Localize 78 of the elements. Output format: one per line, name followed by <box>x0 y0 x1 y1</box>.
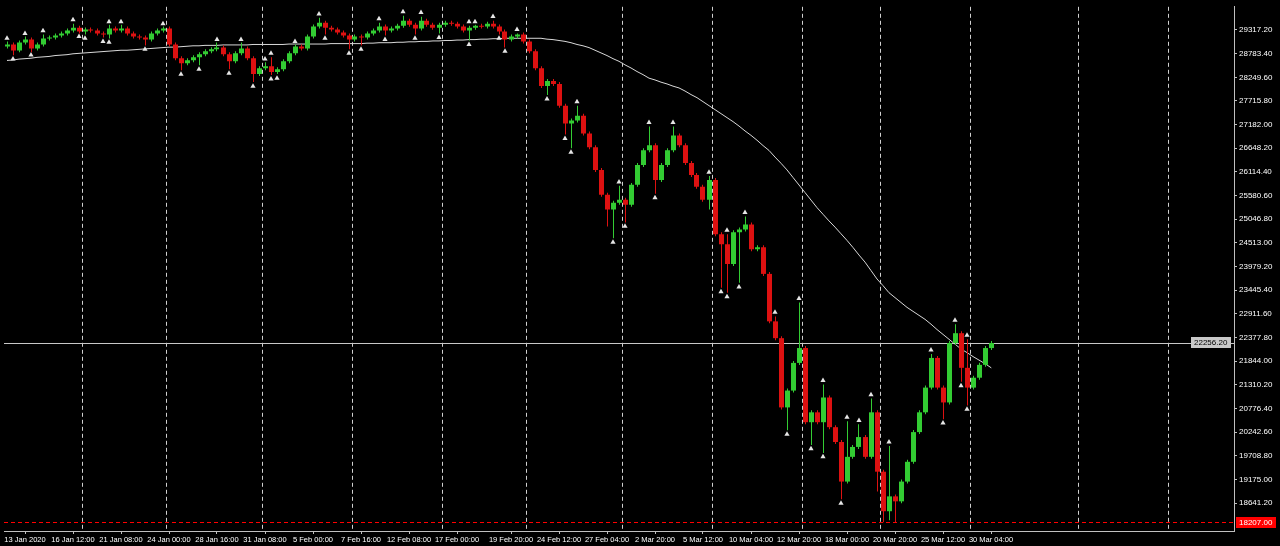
point <box>358 46 364 51</box>
point <box>610 239 616 244</box>
y-tick-label: 19175.00 <box>1239 474 1273 484</box>
y-tick-label: 21310.20 <box>1239 380 1273 390</box>
y-tick-label: 20242.60 <box>1239 427 1273 437</box>
point <box>856 417 862 422</box>
point <box>940 420 946 425</box>
point <box>82 35 88 40</box>
point <box>22 30 28 35</box>
candlestick <box>737 227 742 283</box>
point <box>250 83 256 88</box>
point <box>964 406 970 411</box>
y-tick-label: 19708.80 <box>1239 451 1273 461</box>
point <box>646 119 652 124</box>
y-tick-label: 22377.80 <box>1239 332 1273 342</box>
point <box>772 309 778 314</box>
point <box>886 439 892 444</box>
point <box>292 38 298 43</box>
y-tick-label: 27182.00 <box>1239 119 1273 129</box>
ref-line-label: 18207.00 <box>1239 518 1273 528</box>
point <box>466 41 472 46</box>
point <box>568 149 574 154</box>
point <box>106 39 112 44</box>
y-tick-label: 20776.40 <box>1239 403 1273 413</box>
point <box>964 332 970 337</box>
point <box>490 13 496 19</box>
point <box>178 71 184 76</box>
y-tick-label: 25580.60 <box>1239 190 1273 200</box>
point <box>544 96 550 101</box>
point <box>10 56 16 61</box>
point <box>100 38 106 43</box>
point <box>382 36 388 42</box>
point <box>844 414 850 419</box>
point <box>670 119 676 124</box>
y-tick-label: 26114.40 <box>1239 167 1273 177</box>
point <box>622 223 628 228</box>
y-tick-label: 28249.60 <box>1239 72 1273 82</box>
y-tick-label: 22911.60 <box>1239 309 1273 319</box>
point <box>820 377 826 382</box>
y-tick-label: 26648.20 <box>1239 143 1273 153</box>
point <box>418 9 424 15</box>
y-tick-label: 29317.20 <box>1239 25 1273 35</box>
point <box>838 500 844 505</box>
point <box>28 52 34 57</box>
y-tick-label: 27715.80 <box>1239 96 1273 106</box>
point <box>76 33 82 38</box>
point <box>142 46 148 51</box>
point <box>196 66 202 71</box>
point <box>226 70 232 75</box>
point <box>562 135 568 140</box>
point <box>214 36 220 42</box>
y-tick-label: 23979.20 <box>1239 261 1273 271</box>
point <box>742 209 748 214</box>
point <box>784 431 790 436</box>
point <box>796 295 802 300</box>
point <box>496 35 502 40</box>
point <box>502 48 508 53</box>
point <box>724 227 730 232</box>
ref-line-label: 22256.20 <box>1194 338 1228 348</box>
point <box>4 35 10 40</box>
point <box>706 169 712 174</box>
y-tick-label: 21844.00 <box>1239 356 1273 366</box>
point <box>412 35 418 40</box>
point <box>952 317 958 322</box>
point <box>268 76 274 81</box>
point <box>346 50 352 55</box>
y-tick-label: 23445.40 <box>1239 285 1273 295</box>
point <box>268 50 274 55</box>
point <box>514 26 520 31</box>
y-tick-label: 18641.20 <box>1239 498 1273 508</box>
y-tick-label: 25046.80 <box>1239 214 1273 224</box>
point <box>274 75 280 80</box>
y-tick-label: 24513.00 <box>1239 238 1273 248</box>
point <box>238 36 244 42</box>
point <box>436 34 442 39</box>
point <box>262 56 268 61</box>
y-tick-label: 28783.40 <box>1239 48 1273 58</box>
point <box>322 35 328 40</box>
